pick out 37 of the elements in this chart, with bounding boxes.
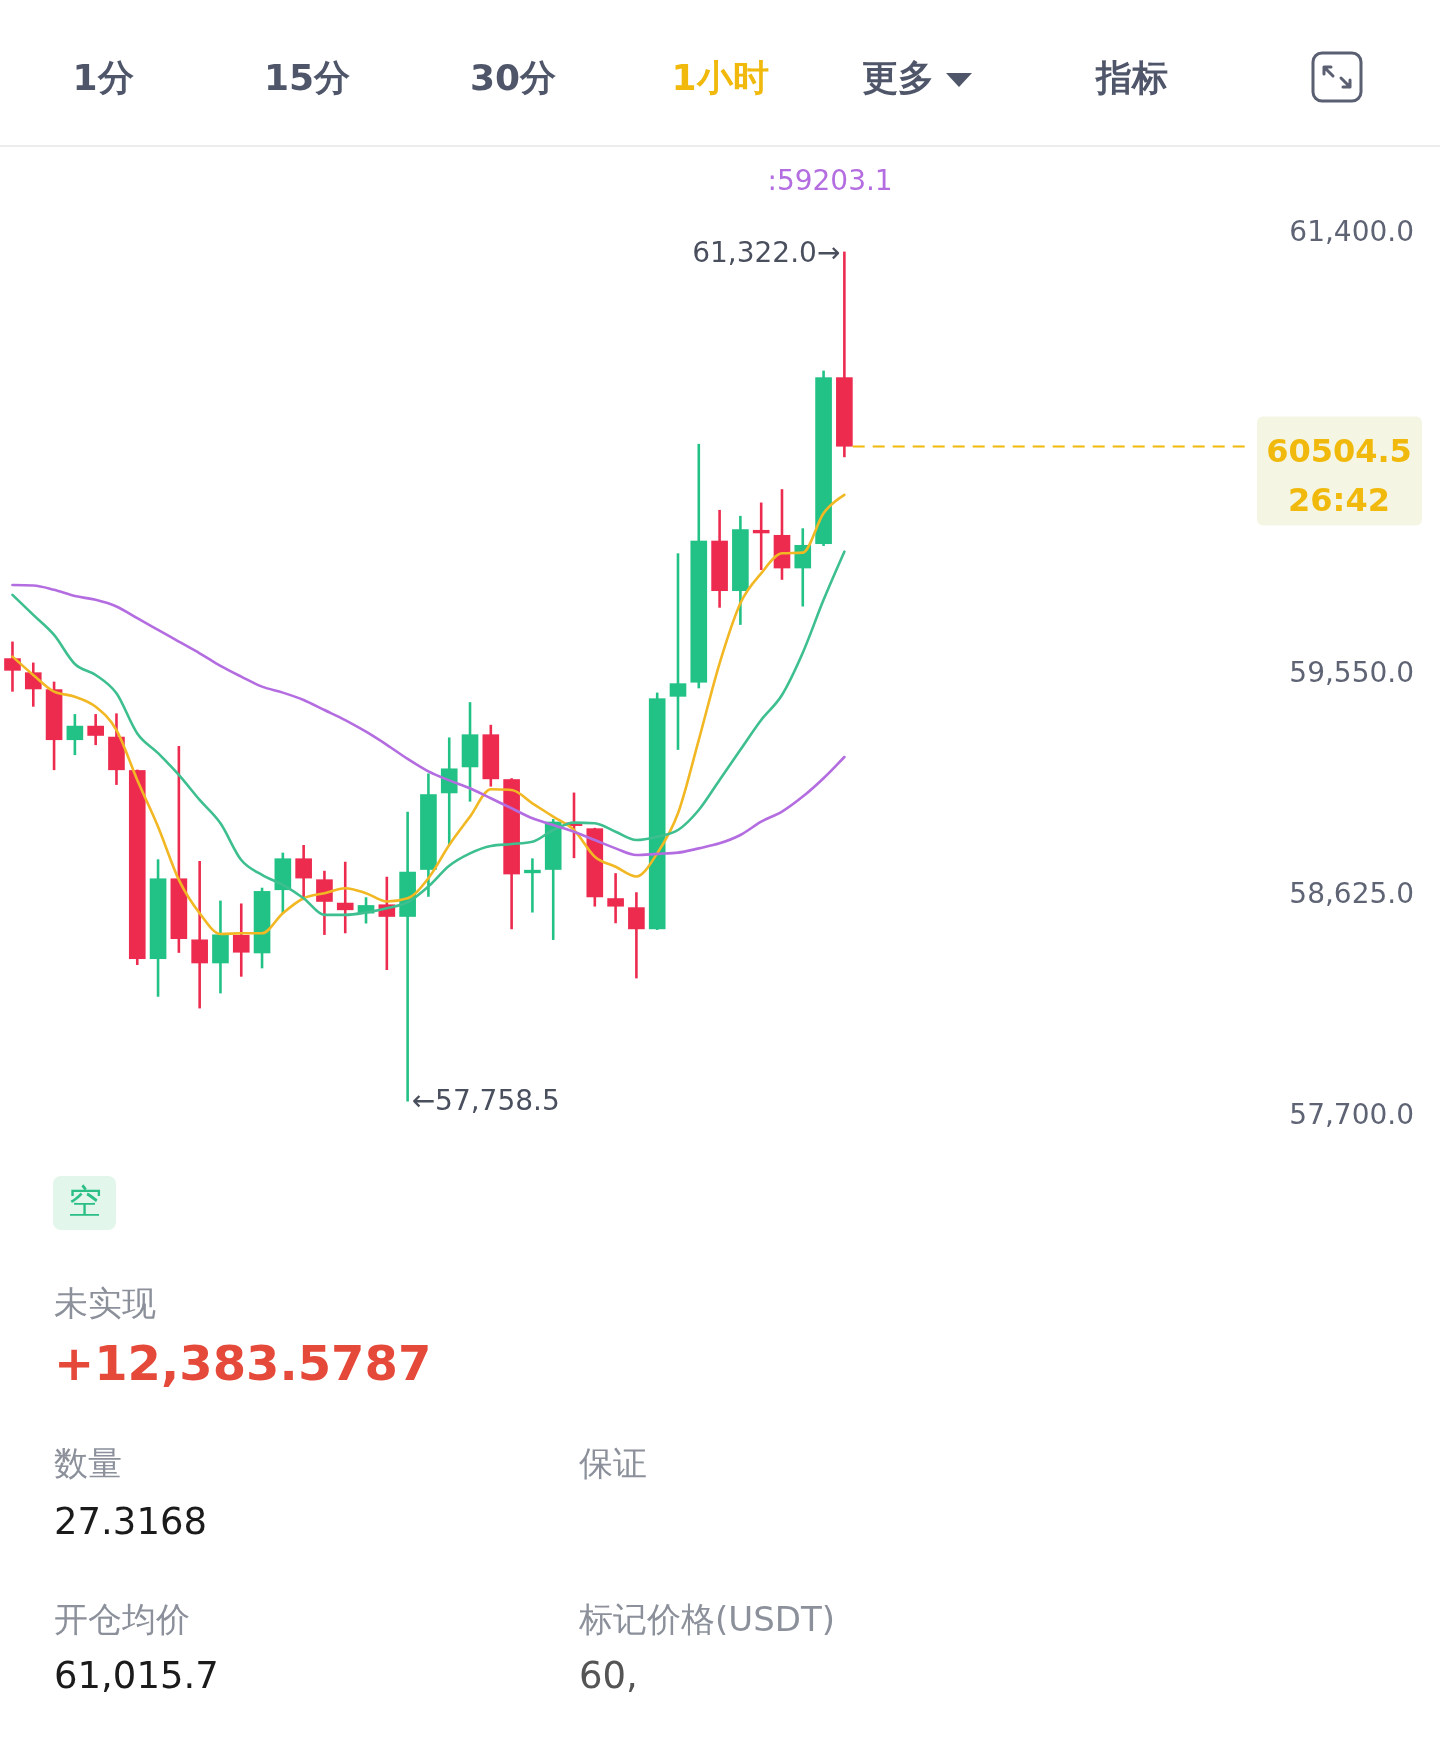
- candlestick: [524, 857, 541, 914]
- candlestick: [87, 712, 104, 747]
- candlestick: [628, 890, 645, 980]
- text: 保证: [579, 1442, 647, 1483]
- candlestick: [336, 860, 354, 935]
- y-tick-label: 61,400.0: [1289, 215, 1414, 248]
- text: 1分: [72, 57, 134, 98]
- text: 27.3168: [54, 1499, 208, 1543]
- text: 61,015.7: [54, 1653, 219, 1697]
- candlestick: [752, 501, 770, 572]
- text: 更多: [862, 57, 934, 98]
- ref-line-label: 60504.5: [1266, 431, 1412, 470]
- y-tick-label: 58,625.0: [1289, 876, 1414, 910]
- text: 空: [68, 1180, 102, 1221]
- candlestick: [669, 552, 687, 752]
- text: 开仓均价: [54, 1598, 190, 1639]
- text: 60,: [579, 1653, 638, 1697]
- candlestick: [191, 859, 208, 1010]
- line-series: [11, 550, 846, 917]
- y-tick-label: 57,700.0: [1289, 1097, 1414, 1131]
- text: 数量: [54, 1442, 122, 1483]
- text: 15分: [263, 57, 351, 98]
- text: 指标: [1094, 57, 1168, 98]
- text: :59203.1: [767, 164, 893, 197]
- text: 26:42: [1288, 480, 1390, 519]
- annotation: ←57,758.5: [411, 1083, 560, 1117]
- annotation: 61,322.0→: [692, 235, 841, 269]
- text: +12,383.5787: [54, 1335, 432, 1391]
- text: 1小时: [671, 57, 769, 98]
- candlestick: [607, 871, 624, 925]
- candlestick: [66, 712, 84, 757]
- text: 30分: [469, 57, 557, 98]
- y-tick-label: 59,550.0: [1289, 656, 1414, 690]
- text: 标记价格(USDT): [578, 1598, 835, 1639]
- line-series: [11, 583, 846, 857]
- candlestick: [232, 902, 250, 978]
- text: 未实现: [54, 1282, 156, 1323]
